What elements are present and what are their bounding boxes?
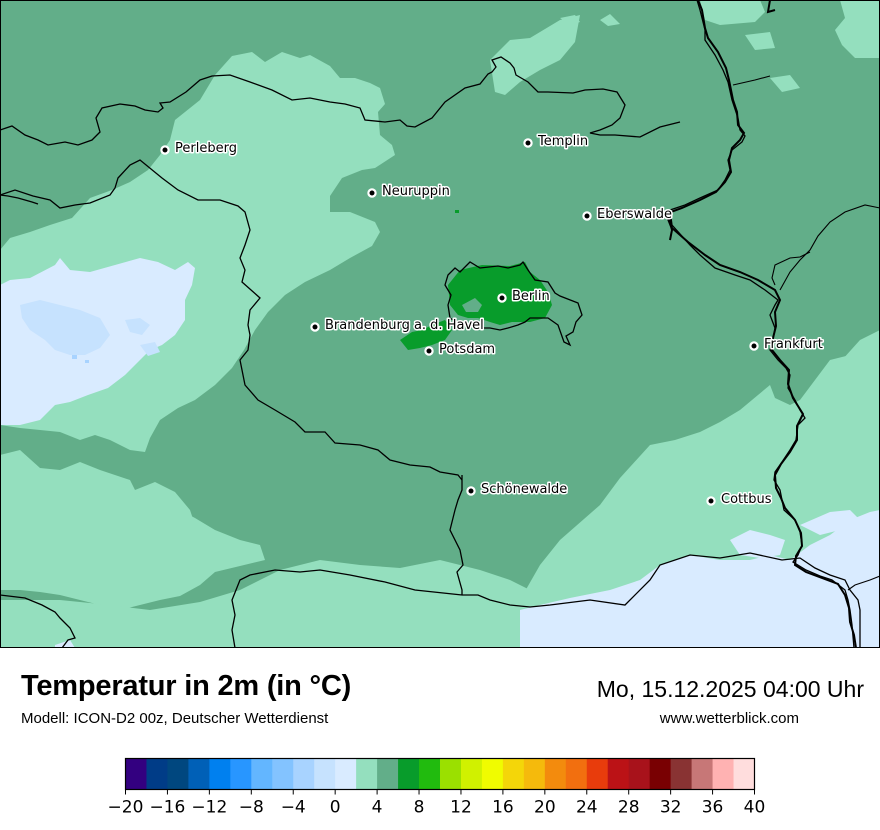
map-footer: Temperatur in 2m (in °C) Modell: ICON-D2… xyxy=(0,648,880,830)
colorbar-segment xyxy=(544,758,567,790)
city-markers: Perleberg Templin Neuruppin Eberswalde Berli… xyxy=(160,133,824,509)
city-dot-icon xyxy=(706,496,716,506)
colorbar-tick-label: 12 xyxy=(450,798,472,818)
colorbar-segment xyxy=(733,758,755,790)
city-dot-icon xyxy=(497,293,507,303)
city-sch-newalde[interactable]: Schönewalde xyxy=(466,481,569,499)
city-eberswalde[interactable]: Eberswalde xyxy=(582,206,674,224)
colorbar-segment xyxy=(167,758,189,790)
colorbar-segment xyxy=(398,758,420,790)
colorbar-tick-label: 36 xyxy=(702,798,724,818)
colorbar-segment xyxy=(440,758,462,790)
colorbar-tick-label: 28 xyxy=(618,798,640,818)
colorbar-segment xyxy=(565,758,588,790)
city-potsdam[interactable]: Potsdam xyxy=(424,341,497,359)
colorbar-segment xyxy=(586,758,609,790)
colorbar-segment xyxy=(628,758,651,790)
city-label: Frankfurt xyxy=(764,337,823,352)
city-label: Eberswalde xyxy=(597,207,672,222)
colorbar-tick-label: 8 xyxy=(414,798,425,818)
colorbar-segment xyxy=(146,758,168,790)
city-dot-icon xyxy=(310,322,320,332)
city-frankfurt[interactable]: Frankfurt xyxy=(749,336,824,354)
colorbar-segment xyxy=(649,758,672,790)
zone-4-6-hole xyxy=(462,298,482,312)
colorbar-tick-label: 4 xyxy=(372,798,383,818)
city-perleberg[interactable]: Perleberg xyxy=(160,140,238,158)
city-label: Schönewalde xyxy=(481,482,567,497)
colorbar-segment xyxy=(188,758,210,790)
colorbar-segment xyxy=(460,758,483,790)
colorbar-segment xyxy=(481,758,504,790)
colorbar-segment xyxy=(419,758,441,790)
colorbar-tick-label: −16 xyxy=(149,798,185,818)
city-label: Berlin xyxy=(512,289,550,304)
colorbar-tick-label: 16 xyxy=(492,798,514,818)
zone-m4-m2-points xyxy=(72,355,89,363)
national-border xyxy=(666,0,857,648)
colorbar-tick-label: −4 xyxy=(281,798,306,818)
city-label: Cottbus xyxy=(721,492,772,507)
polish-borders xyxy=(732,75,880,591)
city-neuruppin[interactable]: Neuruppin xyxy=(367,183,451,201)
city-label: Perleberg xyxy=(175,141,237,156)
colorbar-segment xyxy=(502,758,525,790)
city-dot-icon xyxy=(749,341,759,351)
colorbar-frame xyxy=(124,757,756,791)
zone-m2-0-areas xyxy=(20,300,160,356)
colorbar-segment xyxy=(293,758,315,790)
colorbar-tick-label: −20 xyxy=(108,798,144,818)
colorbar-segment xyxy=(209,758,231,790)
website-link[interactable]: www.wetterblick.com xyxy=(659,710,799,727)
forecast-datetime: Mo, 15.12.2025 04:00 Uhr xyxy=(596,676,864,702)
colorbar-segment xyxy=(356,758,378,790)
city-label: Neuruppin xyxy=(382,184,450,199)
city-dot-icon xyxy=(424,346,434,356)
colorbar-segment xyxy=(712,758,735,790)
city-berlin[interactable]: Berlin xyxy=(497,288,551,306)
colorbar-tick-label: 20 xyxy=(534,798,556,818)
colorbar-segment xyxy=(607,758,630,790)
colorbar-tick-label: 40 xyxy=(744,798,766,818)
colorbar-ticks: −20 −16 −12 −8 −4 0 4 8 12 16 20 24 28 32 36 40 xyxy=(108,789,766,818)
colorbar-tick-label: −12 xyxy=(191,798,227,818)
city-label: Potsdam xyxy=(439,342,495,357)
temperature-colorbar: −20 −16 −12 −8 −4 0 4 8 12 16 20 24 28 32 36 40 xyxy=(108,757,766,818)
city-label: Templin xyxy=(537,134,588,149)
city-dot-icon xyxy=(582,211,592,221)
colorbar-segment xyxy=(670,758,693,790)
colorbar-segment xyxy=(230,758,252,790)
city-label: Brandenburg a. d. Havel xyxy=(325,318,484,333)
colorbar-segment xyxy=(251,758,273,790)
city-dot-icon xyxy=(160,145,170,155)
model-source: Modell: ICON-D2 00z, Deutscher Wetterdie… xyxy=(21,710,329,727)
colorbar-tick-label: 32 xyxy=(660,798,682,818)
colorbar-segment xyxy=(691,758,714,790)
map-title: Temperatur in 2m (in °C) xyxy=(21,670,352,702)
city-cottbus[interactable]: Cottbus xyxy=(706,491,773,509)
city-brandenburg-a-d-havel[interactable]: Brandenburg a. d. Havel xyxy=(310,317,485,335)
temperature-map[interactable]: Perleberg Templin Neuruppin Eberswalde Berli… xyxy=(0,0,880,648)
colorbar-segment xyxy=(523,758,546,790)
colorbar-tick-label: 24 xyxy=(576,798,598,818)
colorbar-segment xyxy=(335,758,357,790)
city-dot-icon xyxy=(523,138,533,148)
colorbar-tick-label: −8 xyxy=(239,798,264,818)
colorbar-segment xyxy=(272,758,294,790)
city-dot-icon xyxy=(466,486,476,496)
colorbar-tick-label: 0 xyxy=(330,798,341,818)
colorbar-segment xyxy=(314,758,336,790)
colorbar-segment xyxy=(125,758,147,790)
city-templin[interactable]: Templin xyxy=(523,133,590,151)
city-dot-icon xyxy=(367,188,377,198)
colorbar-segments xyxy=(125,758,755,790)
colorbar-segment xyxy=(377,758,399,790)
